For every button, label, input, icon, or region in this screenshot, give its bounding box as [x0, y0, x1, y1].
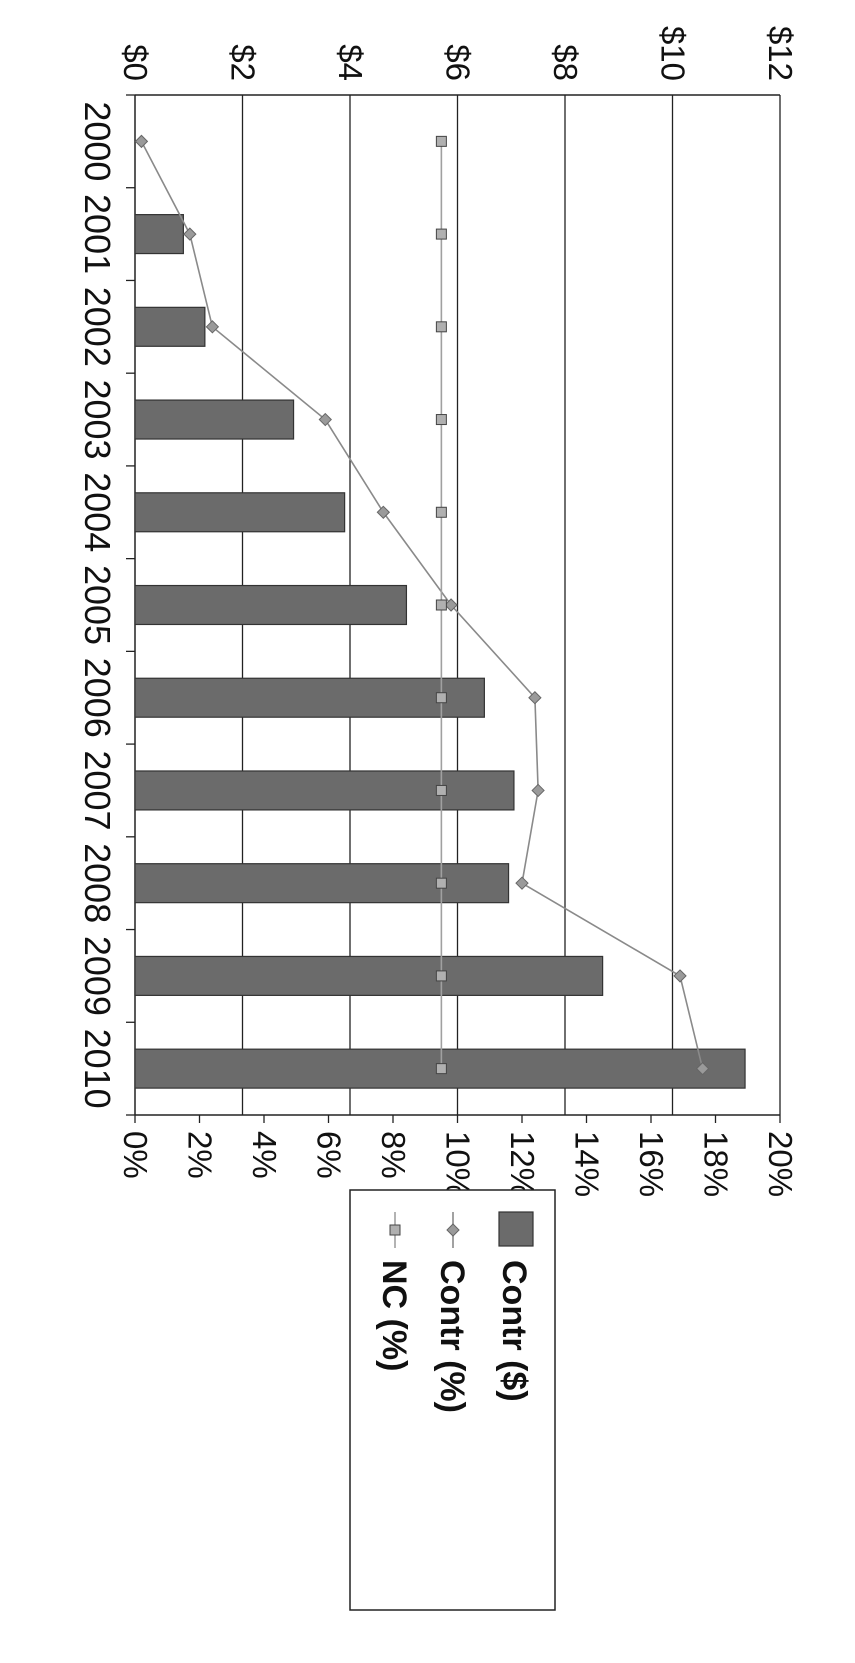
- percent-tick-label: 4%: [246, 1131, 283, 1179]
- nc-pct-point: [435, 506, 447, 518]
- bar: [134, 492, 346, 533]
- legend-label: Contr (%): [433, 1260, 471, 1413]
- nc-pct-point: [435, 1063, 447, 1075]
- category-label: 2009: [77, 936, 118, 1016]
- nc-pct-point: [435, 784, 447, 796]
- dollar-tick-label: $4: [332, 44, 369, 81]
- contr-pct-point: [531, 783, 545, 798]
- bar: [134, 584, 408, 626]
- percent-tick-label: 16%: [633, 1131, 670, 1197]
- percent-tick-label: 2%: [182, 1131, 219, 1179]
- dollar-tick-label: $12: [762, 26, 799, 81]
- legend-label: Contr ($): [495, 1260, 533, 1402]
- category-label: 2004: [77, 472, 118, 552]
- percent-tick-label: 12%: [504, 1131, 541, 1197]
- nc-pct-point: [435, 970, 447, 982]
- dollar-tick-label: $6: [440, 44, 477, 81]
- nc-pct-point: [435, 414, 447, 426]
- nc-pct-point: [435, 135, 447, 147]
- dollar-tick-label: $2: [225, 44, 262, 81]
- category-label: 2005: [77, 565, 118, 645]
- category-label: 2003: [77, 379, 118, 459]
- percent-tick-label: 0%: [117, 1131, 154, 1179]
- bar: [134, 214, 184, 255]
- plot-area: $0 $2 $4 $6 $8 $10 $12 0% 2% 4% 6% 8% 10% 12% 14% 16% 18…: [77, 26, 799, 1197]
- nc-pct-point: [435, 599, 447, 611]
- legend-label: NC (%): [375, 1260, 413, 1371]
- contr-pct-point: [183, 227, 197, 241]
- category-label: 2010: [77, 1029, 118, 1109]
- contr-pct-point: [376, 505, 391, 519]
- contr-pct-point: [318, 412, 332, 427]
- dollar-tick-label: $10: [655, 26, 692, 81]
- percent-tick-label: 14%: [569, 1131, 606, 1197]
- bar: [134, 955, 604, 996]
- category-label: 2007: [77, 750, 118, 830]
- category-label: 2002: [77, 287, 118, 367]
- category-label: 2006: [77, 658, 118, 738]
- bar: [134, 863, 510, 904]
- category-label: 2001: [77, 194, 118, 274]
- percent-tick-label: 20%: [762, 1131, 799, 1197]
- bar: [134, 306, 206, 347]
- bar: [134, 677, 485, 718]
- contr-pct-point: [134, 134, 149, 149]
- contr-pct-point: [515, 876, 529, 890]
- bar: [134, 770, 515, 811]
- percent-tick-label: 18%: [698, 1131, 735, 1197]
- nc-pct-point: [435, 692, 447, 704]
- category-label: 2008: [77, 843, 118, 923]
- percent-tick-label: 6%: [311, 1131, 348, 1179]
- dollar-tick-label: $8: [547, 44, 584, 81]
- bar: [134, 399, 295, 440]
- percent-tick-label: 10%: [440, 1131, 477, 1197]
- contr-pct-point: [673, 969, 687, 983]
- contr-pct-point: [205, 320, 220, 334]
- contr-pct-point: [528, 691, 542, 705]
- dollar-tick-label: $0: [117, 44, 154, 81]
- rotated-chart-group: $0 $2 $4 $6 $8 $10 $12 0% 2% 4% 6% 8% 10% 12% 14% 16% 18…: [77, 26, 799, 1611]
- legend: Contr ($) Contr (%) NC (%): [349, 1189, 556, 1611]
- legend-box: [349, 1189, 556, 1611]
- nc-pct-point: [435, 228, 447, 240]
- percent-tick-label: 8%: [375, 1131, 412, 1179]
- legend-swatch-square: [389, 1224, 401, 1236]
- category-label: 2000: [77, 101, 118, 181]
- nc-pct-point: [435, 321, 447, 333]
- legend-swatch-bar: [498, 1211, 534, 1247]
- contr-pct-point: [695, 1061, 710, 1076]
- nc-pct-point: [435, 877, 447, 889]
- legend-swatch-diamond: [446, 1223, 460, 1237]
